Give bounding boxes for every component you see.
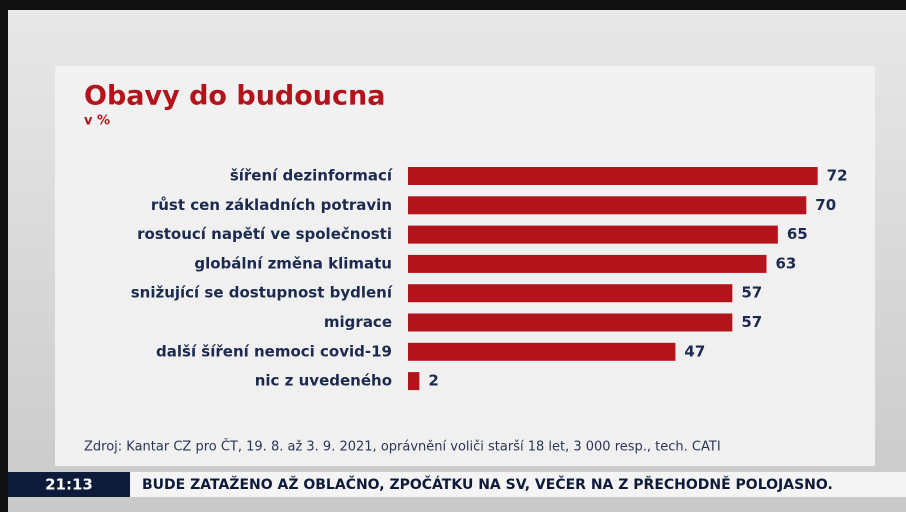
bar [408, 196, 807, 215]
value-label: 72 [827, 167, 848, 185]
category-label: rostoucí napětí ve společnosti [137, 225, 392, 243]
value-label: 57 [741, 313, 762, 331]
bar [408, 167, 818, 185]
chart-subtitle: v % [84, 114, 110, 129]
source-note: Zdroj: Kantar CZ pro ČT, 19. 8. až 3. 9.… [84, 439, 721, 455]
value-label: 70 [815, 196, 836, 214]
ticker-text: BUDE ZATAŽENO AŽ OBLAČNO, ZPOČÁTKU NA SV… [142, 475, 833, 493]
category-label: šíření dezinformací [230, 167, 393, 185]
category-label: růst cen základních potravin [151, 196, 392, 214]
category-label: globální změna klimatu [194, 254, 392, 272]
ticker-time: 21:13 [45, 476, 93, 494]
value-label: 47 [684, 342, 705, 360]
bar [408, 225, 778, 244]
category-label: snižující se dostupnost bydlení [131, 284, 393, 302]
chart-title: Obavy do budoucna [84, 81, 385, 112]
bar [408, 342, 676, 361]
category-label: nic z uvedeného [255, 372, 392, 390]
value-label: 63 [775, 254, 796, 272]
bar [408, 372, 420, 391]
bar [408, 313, 733, 332]
category-label: migrace [324, 313, 392, 331]
bar [408, 254, 767, 273]
value-label: 65 [787, 225, 808, 243]
bar [408, 284, 733, 303]
ticker-time-box [8, 472, 130, 497]
value-label: 57 [741, 284, 762, 302]
ticker-bar [8, 472, 906, 497]
category-label: další šíření nemoci covid-19 [156, 342, 392, 360]
value-label: 2 [428, 372, 438, 390]
